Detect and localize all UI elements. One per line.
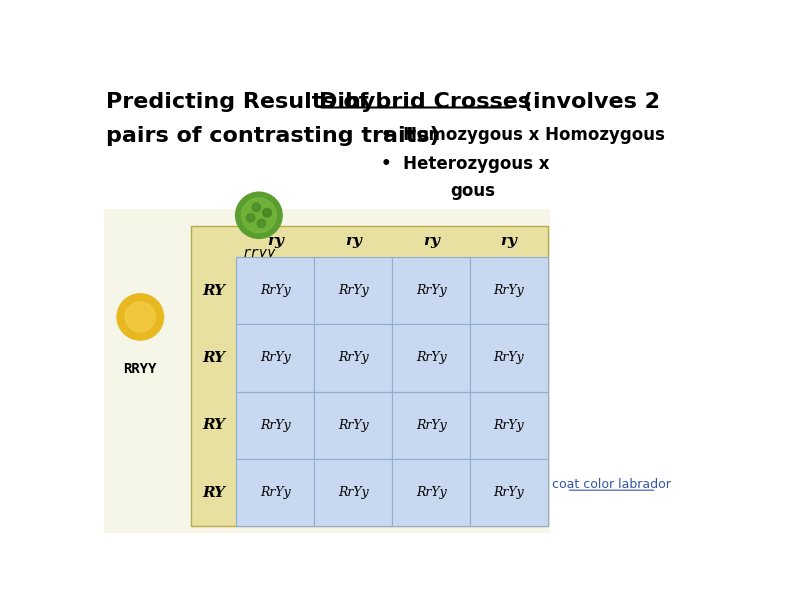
FancyBboxPatch shape [237,257,314,324]
Circle shape [242,198,276,232]
FancyBboxPatch shape [237,392,314,459]
Text: RrYy: RrYy [416,486,446,499]
Text: RrYy: RrYy [338,284,369,297]
Text: ry: ry [501,234,518,248]
FancyBboxPatch shape [392,257,470,324]
Text: RrYy: RrYy [416,419,446,432]
Text: RrYy: RrYy [416,351,446,364]
Circle shape [262,209,271,217]
Circle shape [262,209,271,217]
FancyBboxPatch shape [314,459,392,526]
Text: gous: gous [450,182,495,200]
Text: RY: RY [202,418,226,432]
Circle shape [117,294,163,340]
Circle shape [246,214,255,222]
Text: coat color labrador: coat color labrador [552,478,671,491]
FancyBboxPatch shape [314,324,392,392]
Text: RY: RY [202,351,226,365]
Text: RrYy: RrYy [338,351,369,364]
Text: ry: ry [422,234,439,248]
Text: RrYy: RrYy [494,351,524,364]
Circle shape [125,302,155,332]
Text: RrYy: RrYy [260,419,290,432]
Text: ry: ry [267,234,284,248]
Circle shape [236,192,282,239]
FancyBboxPatch shape [470,324,548,392]
Text: RY: RY [202,486,226,500]
Text: ry: ry [345,234,362,248]
FancyBboxPatch shape [392,324,470,392]
FancyBboxPatch shape [104,209,550,532]
Text: •  Homozygous x Homozygous: • Homozygous x Homozygous [381,126,665,144]
FancyBboxPatch shape [314,257,392,324]
FancyBboxPatch shape [191,226,548,526]
Text: RY: RY [202,283,226,297]
Text: RrYy: RrYy [260,351,290,364]
FancyBboxPatch shape [237,324,314,392]
Text: RrYy: RrYy [260,486,290,499]
Text: Predicting Results of: Predicting Results of [106,92,376,112]
Circle shape [257,219,266,228]
Text: RrYy: RrYy [338,419,369,432]
FancyBboxPatch shape [237,459,314,526]
Text: (involves 2: (involves 2 [514,92,660,112]
Text: •  Heterozygous x: • Heterozygous x [381,155,549,173]
Text: RrYy: RrYy [494,284,524,297]
Text: RrYy: RrYy [494,419,524,432]
Text: Dihybrid Crosses: Dihybrid Crosses [318,92,530,112]
Text: RRYY: RRYY [123,362,157,376]
Text: pairs of contrasting traits): pairs of contrasting traits) [106,126,440,146]
Text: RrYy: RrYy [338,486,369,499]
FancyBboxPatch shape [470,459,548,526]
FancyBboxPatch shape [392,459,470,526]
FancyBboxPatch shape [470,392,548,459]
Text: rryy: rryy [242,246,276,260]
Text: RrYy: RrYy [494,486,524,499]
FancyBboxPatch shape [470,257,548,324]
Text: RrYy: RrYy [416,284,446,297]
Text: RrYy: RrYy [260,284,290,297]
FancyBboxPatch shape [392,392,470,459]
FancyBboxPatch shape [314,392,392,459]
Circle shape [252,203,261,211]
